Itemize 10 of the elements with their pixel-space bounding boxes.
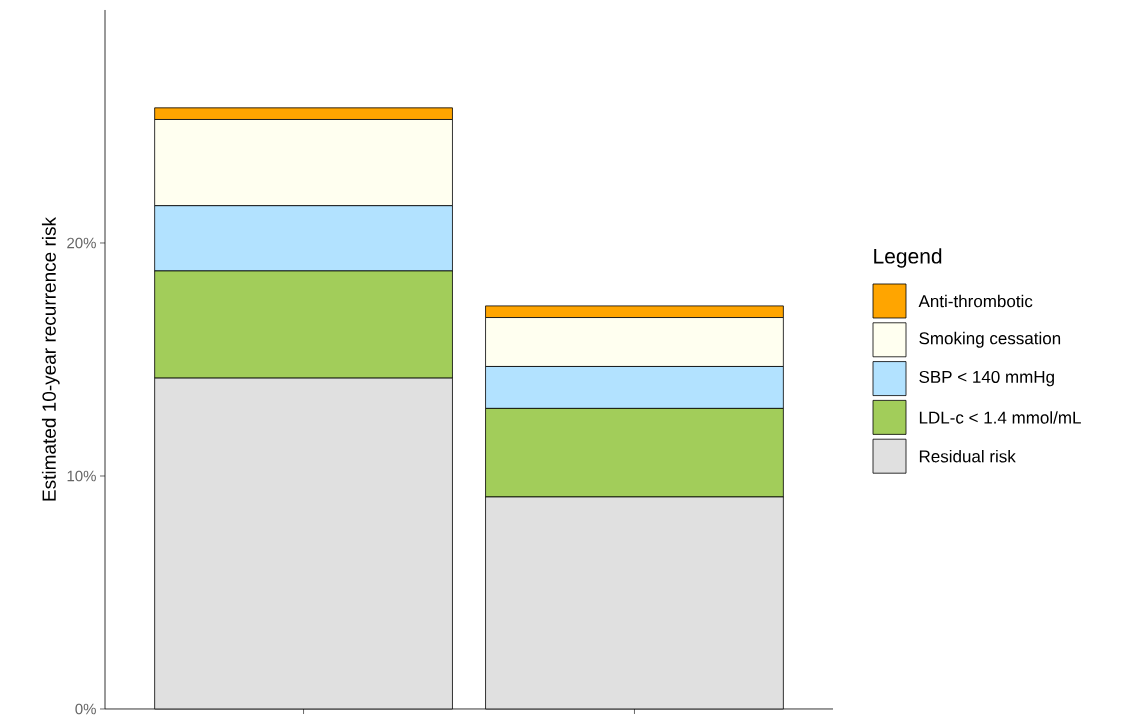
legend-label: SBP < 140 mmHg [919, 370, 1054, 387]
legend-label: Smoking cessation [919, 331, 1061, 348]
y-axis-title: Estimated 10-year recurrence risk [41, 216, 60, 501]
legend-title: Legend [874, 248, 942, 268]
y-tick-label: 10% [67, 470, 96, 482]
legend-label: Anti-thrombotic [918, 294, 1033, 308]
y-tick-label: 20% [67, 237, 96, 249]
legend-label: LDL-c < 1.4 mmol/mL [919, 411, 1081, 424]
y-tick-label: 0% [75, 703, 96, 715]
legend-label: Residual risk [919, 449, 1016, 463]
